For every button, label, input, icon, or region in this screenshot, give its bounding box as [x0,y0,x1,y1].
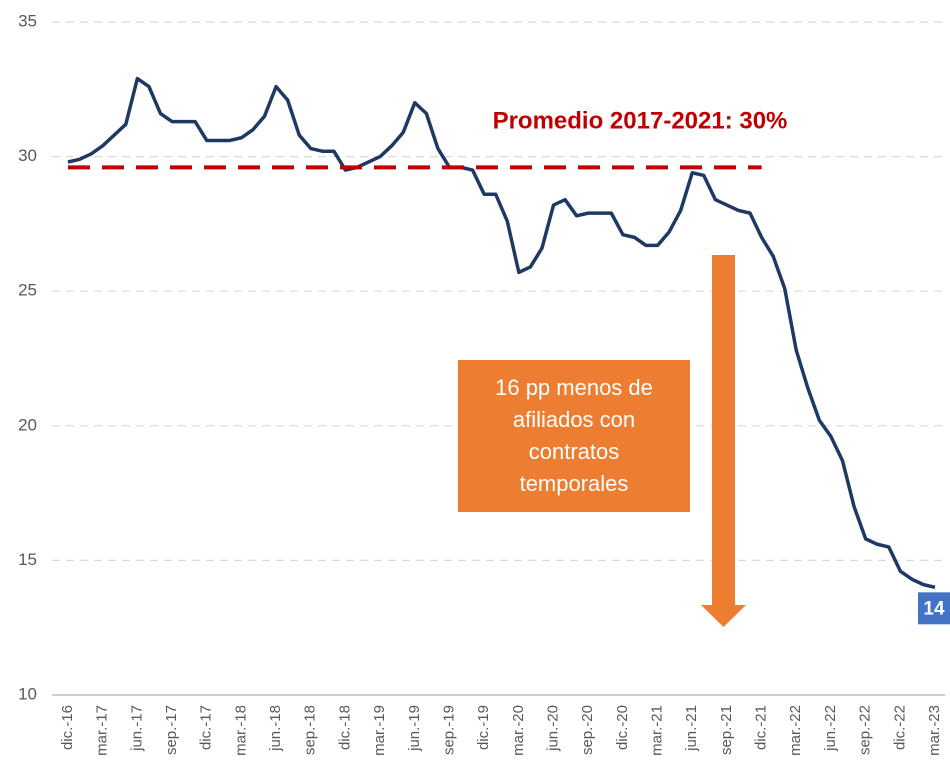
x-tick-label: jun.-21 [683,705,700,752]
data-line [67,76,936,590]
x-tick-label: jun.-18 [267,705,284,752]
x-tick-label: jun.-20 [544,705,561,752]
x-tick-label: sep.-21 [718,705,735,755]
x-tick-label: sep.-19 [440,705,457,755]
y-tick-label: 25 [18,281,37,300]
arrow-shaft [712,255,735,607]
lines [67,76,936,590]
y-tick-label: 20 [18,415,37,434]
x-tick-label: sep.-22 [857,705,874,755]
x-tick-label: mar.-19 [371,705,388,756]
x-tick-label: mar.-21 [649,705,666,756]
x-tick-label: dic.-19 [475,705,492,750]
annotation: 16 pp menos de afiliados con contratos t… [458,360,690,512]
x-tick-label: sep.-17 [163,705,180,755]
x-tick-label: mar.-20 [510,705,527,756]
grid [52,21,945,696]
y-tick-label: 10 [18,684,37,703]
x-tick-label: dic.-21 [753,705,770,750]
x-tick-label: sep.-18 [302,705,319,755]
average-label: Promedio 2017-2021: 30% [493,107,788,134]
x-tick-label: mar.-17 [94,705,111,756]
x-tick-label: jun.-22 [822,705,839,752]
x-tick-label: dic.-22 [891,705,908,750]
y-tick-label: 15 [18,550,37,569]
x-tick-label: mar.-22 [787,705,804,756]
arrow-head [701,605,746,627]
y-tick-label: 30 [18,146,37,165]
x-tick-label: sep.-20 [579,705,596,755]
x-tick-label: mar.-23 [926,705,943,756]
x-tick-label: mar.-18 [232,705,249,756]
y-tick-label: 35 [18,11,37,30]
end-label: 14 [923,598,945,619]
x-tick-label: jun.-19 [406,705,423,752]
x-tick-label: jun.-17 [128,705,145,752]
x-tick-label: dic.-18 [336,705,353,750]
end-label-box [918,592,950,625]
x-tick-label: dic.-17 [198,705,215,750]
x-tick-label: dic.-20 [614,705,631,750]
x-tick-label: dic.-16 [59,705,76,750]
